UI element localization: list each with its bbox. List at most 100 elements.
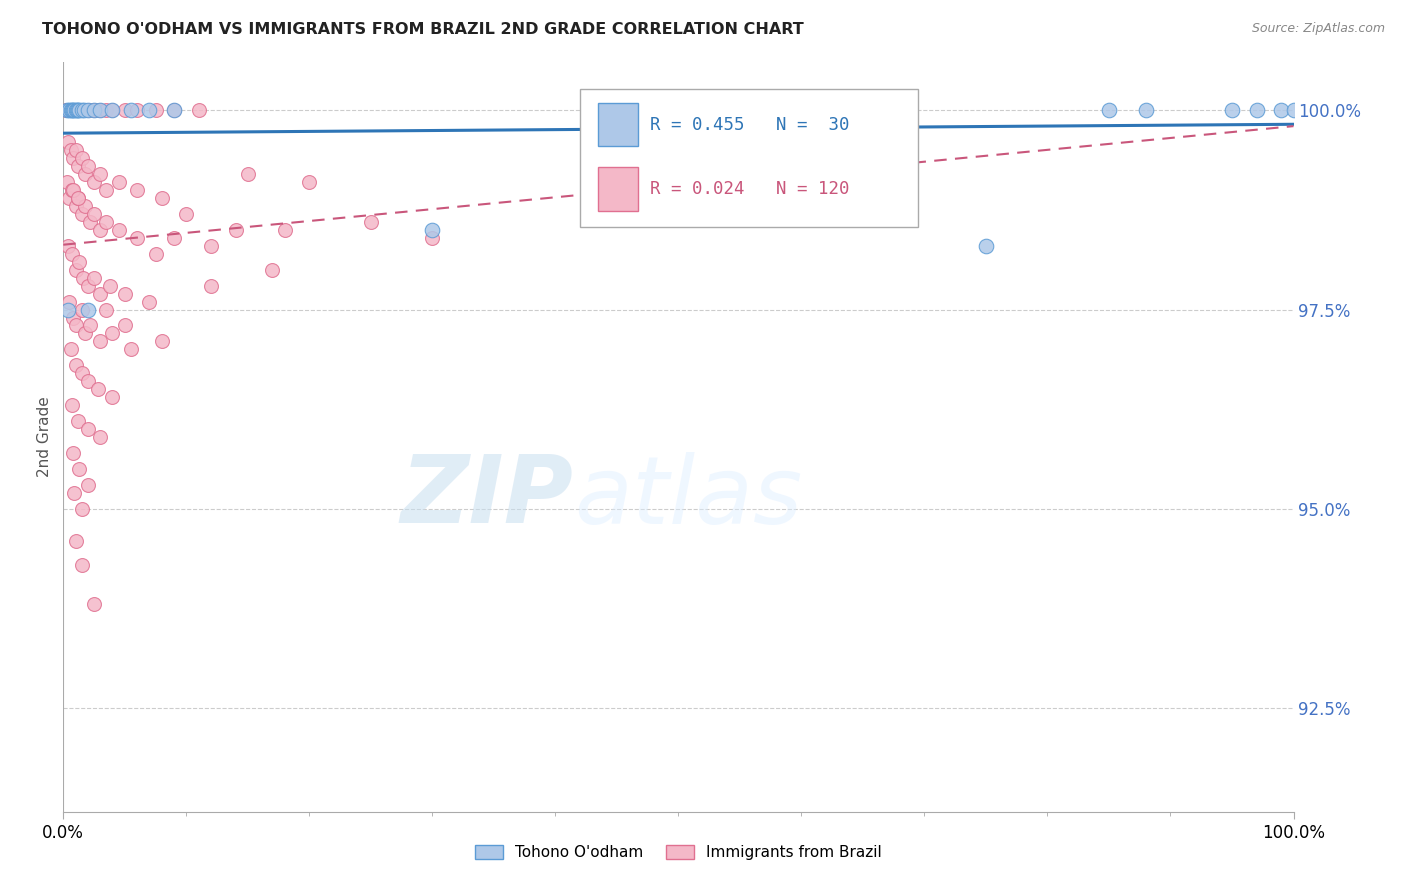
Point	[75, 199, 97, 213]
Point	[174, 207, 197, 221]
Point	[114, 286, 136, 301]
Point	[298, 175, 321, 189]
Point	[58, 103, 80, 118]
Point	[120, 103, 142, 118]
Point	[62, 446, 84, 460]
Point	[76, 302, 98, 317]
Point	[55, 103, 77, 118]
Point	[56, 175, 79, 189]
Point	[76, 159, 98, 173]
Point	[56, 239, 79, 253]
Point	[120, 343, 142, 357]
Point	[65, 359, 87, 373]
Point	[360, 215, 382, 229]
Point	[89, 430, 111, 444]
Point	[62, 183, 84, 197]
Point	[62, 310, 84, 325]
Point	[70, 103, 93, 118]
Point	[76, 374, 98, 388]
Point	[65, 103, 87, 118]
Point	[728, 103, 751, 118]
Point	[75, 326, 97, 341]
Point	[72, 103, 94, 118]
Point	[79, 318, 101, 333]
Point	[76, 422, 98, 436]
Point	[89, 223, 111, 237]
Point	[79, 215, 101, 229]
Point	[72, 270, 94, 285]
Point	[107, 223, 129, 237]
Point	[76, 278, 98, 293]
Point	[65, 533, 87, 548]
Point	[70, 501, 93, 516]
Point	[83, 270, 105, 285]
Point	[65, 103, 87, 118]
FancyBboxPatch shape	[579, 88, 918, 227]
Point	[67, 462, 90, 476]
Point	[66, 103, 89, 118]
FancyBboxPatch shape	[599, 103, 638, 146]
Y-axis label: 2nd Grade: 2nd Grade	[37, 397, 52, 477]
Point	[86, 103, 108, 118]
Point	[63, 486, 86, 500]
Point	[790, 103, 813, 118]
Point	[96, 103, 118, 118]
Point	[73, 103, 96, 118]
Point	[76, 103, 98, 118]
Point	[273, 223, 295, 237]
Point	[62, 151, 84, 165]
Point	[101, 326, 124, 341]
Point	[70, 207, 93, 221]
Point	[163, 103, 186, 118]
Point	[83, 103, 105, 118]
Point	[60, 103, 83, 118]
Point	[60, 398, 83, 412]
Point	[56, 302, 79, 317]
Point	[101, 103, 124, 118]
Point	[65, 262, 87, 277]
Point	[89, 167, 111, 181]
Point	[1282, 103, 1305, 118]
Point	[89, 334, 111, 349]
Point	[86, 382, 108, 396]
Text: Source: ZipAtlas.com: Source: ZipAtlas.com	[1251, 22, 1385, 36]
Point	[114, 103, 136, 118]
Point	[262, 262, 284, 277]
Text: TOHONO O'ODHAM VS IMMIGRANTS FROM BRAZIL 2ND GRADE CORRELATION CHART: TOHONO O'ODHAM VS IMMIGRANTS FROM BRAZIL…	[42, 22, 804, 37]
Point	[101, 390, 124, 404]
Point	[89, 286, 111, 301]
Point	[225, 223, 247, 237]
Point	[59, 103, 82, 118]
Point	[96, 215, 118, 229]
Point	[65, 143, 87, 157]
Point	[83, 103, 105, 118]
Point	[101, 103, 124, 118]
Point	[98, 278, 121, 293]
FancyBboxPatch shape	[599, 168, 638, 211]
Point	[1246, 103, 1268, 118]
Point	[236, 167, 259, 181]
Point	[59, 143, 82, 157]
Point	[56, 103, 79, 118]
Point	[83, 175, 105, 189]
Point	[145, 103, 167, 118]
Point	[1270, 103, 1292, 118]
Text: ZIP: ZIP	[401, 451, 574, 543]
Point	[1098, 103, 1121, 118]
Point	[83, 598, 105, 612]
Point	[65, 199, 87, 213]
Point	[138, 294, 160, 309]
Point	[69, 103, 91, 118]
Point	[96, 183, 118, 197]
Point	[163, 103, 186, 118]
Point	[79, 103, 101, 118]
Point	[56, 103, 79, 118]
Point	[70, 367, 93, 381]
Point	[107, 175, 129, 189]
Point	[96, 302, 118, 317]
Point	[150, 191, 173, 205]
Point	[67, 159, 90, 173]
Point	[67, 103, 90, 118]
Point	[422, 223, 444, 237]
Point	[127, 103, 148, 118]
